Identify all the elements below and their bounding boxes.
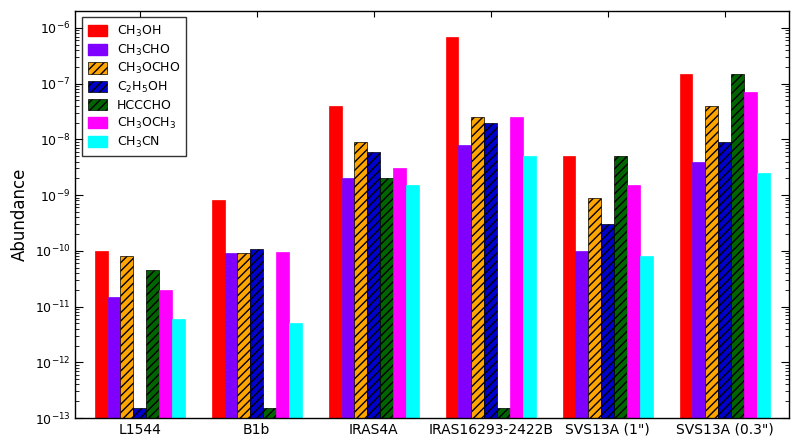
Bar — [329, 106, 342, 448]
Bar — [393, 168, 406, 448]
Bar — [718, 142, 731, 448]
Bar — [614, 156, 627, 448]
Bar — [108, 297, 121, 448]
Bar — [354, 142, 367, 448]
Bar — [342, 178, 354, 448]
Bar — [601, 224, 614, 448]
Bar — [446, 37, 458, 448]
Bar — [523, 156, 536, 448]
Bar — [406, 185, 418, 448]
Bar — [640, 256, 653, 448]
Bar — [250, 249, 263, 448]
Bar — [146, 270, 159, 448]
Bar — [497, 408, 510, 448]
Bar — [575, 251, 588, 448]
Bar — [238, 254, 250, 448]
Bar — [627, 185, 640, 448]
Y-axis label: Abundance: Abundance — [11, 168, 29, 261]
Bar — [458, 145, 471, 448]
Bar — [731, 74, 744, 448]
Bar — [744, 92, 757, 448]
Bar — [692, 162, 706, 448]
Bar — [562, 156, 575, 448]
Bar — [484, 123, 497, 448]
Bar — [276, 252, 289, 448]
Bar — [289, 323, 302, 448]
Bar — [471, 117, 484, 448]
Bar — [367, 152, 380, 448]
Bar — [172, 319, 185, 448]
Bar — [225, 254, 238, 448]
Bar — [757, 173, 770, 448]
Bar — [588, 198, 601, 448]
Bar — [212, 201, 225, 448]
Bar — [510, 117, 523, 448]
Bar — [94, 251, 108, 448]
Bar — [679, 74, 692, 448]
Bar — [263, 408, 276, 448]
Bar — [159, 290, 172, 448]
Bar — [380, 178, 393, 448]
Legend: CH$_3$OH, CH$_3$CHO, CH$_3$OCHO, C$_2$H$_5$OH, HCCCHO, CH$_3$OCH$_3$, CH$_3$CN: CH$_3$OH, CH$_3$CHO, CH$_3$OCHO, C$_2$H$… — [82, 17, 186, 156]
Bar — [121, 256, 134, 448]
Bar — [706, 106, 718, 448]
Bar — [134, 408, 146, 448]
